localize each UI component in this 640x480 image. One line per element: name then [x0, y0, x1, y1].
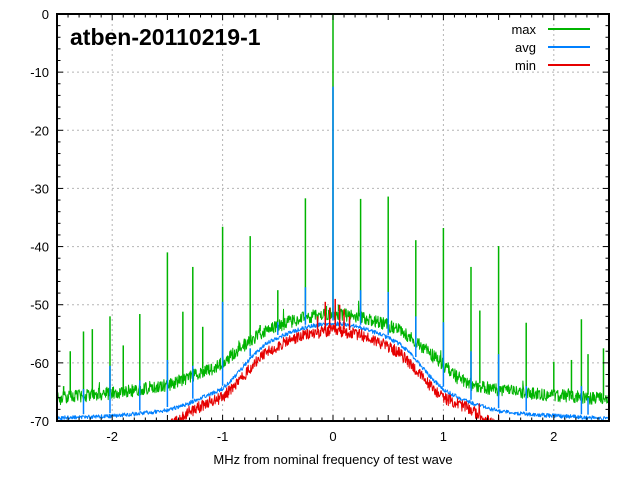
legend-line-sample-max — [548, 28, 590, 30]
x-axis-label: MHz from nominal frequency of test wave — [213, 452, 453, 467]
y-tick-label: -50 — [30, 298, 49, 313]
chart-title: atben-20110219-1 — [70, 24, 261, 50]
y-tick-label: 0 — [42, 7, 49, 22]
legend-label-max: max — [511, 21, 536, 37]
x-tick-label: -2 — [106, 429, 118, 444]
x-tick-label: 1 — [440, 429, 447, 444]
legend-item-min: min — [476, 57, 590, 73]
x-tick-label: 0 — [329, 429, 336, 444]
legend: max avg min — [476, 21, 590, 73]
legend-line-sample-min — [548, 64, 590, 66]
y-tick-label: -40 — [30, 240, 49, 255]
plot-border — [56, 13, 610, 422]
tick-labels: -2 -1 0 1 20-10-20-30-40-50-60-70 — [30, 7, 557, 444]
legend-label-avg: avg — [515, 39, 536, 55]
y-tick-label: -10 — [30, 65, 49, 80]
y-tick-label: -70 — [30, 414, 49, 429]
trace-min — [170, 298, 500, 422]
traces — [57, 14, 609, 422]
y-tick-label: -60 — [30, 356, 49, 371]
legend-line-sample-avg — [548, 46, 590, 48]
x-tick-label: 2 — [550, 429, 557, 444]
legend-item-avg: avg — [476, 39, 590, 55]
legend-label-min: min — [515, 57, 536, 73]
y-tick-label: -20 — [30, 123, 49, 138]
legend-item-max: max — [476, 21, 590, 37]
x-tick-label: -1 — [217, 429, 229, 444]
y-tick-label: -30 — [30, 181, 49, 196]
